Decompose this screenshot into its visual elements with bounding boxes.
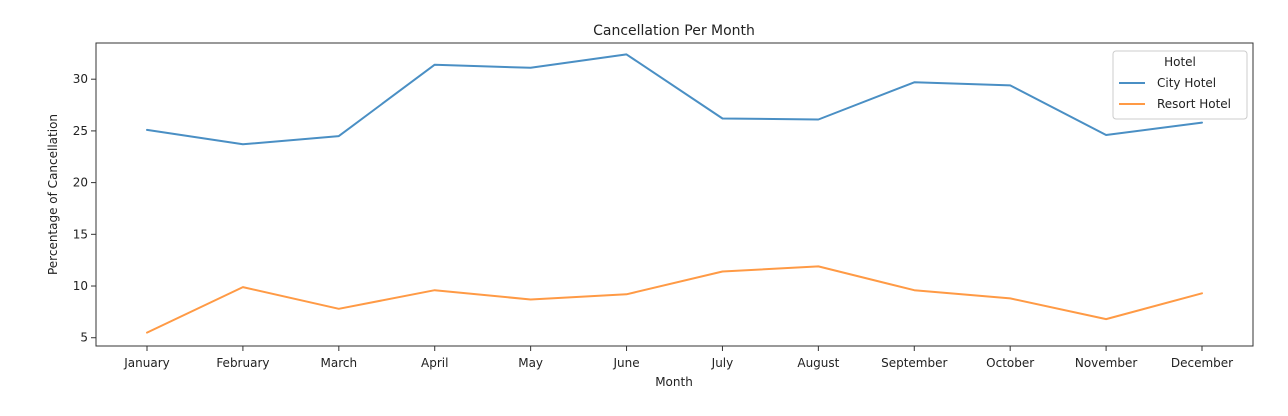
- chart-title: Cancellation Per Month: [593, 23, 755, 39]
- x-tick-label: May: [518, 356, 543, 370]
- series-line-city-hotel: [146, 53, 1203, 146]
- series-lines: [146, 53, 1203, 334]
- x-tick-label: April: [421, 356, 448, 370]
- y-tick-label: 5: [80, 331, 88, 345]
- x-axis: January February March April May June July Augu…: [123, 346, 1233, 370]
- y-axis-title: Percentage of Cancellation: [46, 114, 60, 275]
- plot-area-frame: [95, 42, 1254, 347]
- series-line-resort-hotel: [146, 265, 1203, 334]
- x-tick-label: October: [986, 356, 1034, 370]
- x-tick-label: March: [321, 356, 358, 370]
- y-tick-label: 30: [73, 72, 88, 86]
- legend-title: Hotel: [1164, 55, 1196, 69]
- x-axis-title: Month: [655, 375, 693, 389]
- y-axis: 5 10 15 20 25 30: [73, 72, 96, 345]
- x-tick-label: November: [1075, 356, 1137, 370]
- x-tick-label: July: [711, 356, 734, 370]
- y-tick-label: 10: [73, 279, 88, 293]
- legend: Hotel City Hotel Resort Hotel: [1112, 50, 1248, 120]
- x-tick-label: December: [1171, 356, 1233, 370]
- legend-items: City Hotel Resort Hotel: [1119, 76, 1231, 111]
- legend-label: Resort Hotel: [1157, 97, 1231, 111]
- x-tick-label: January: [123, 356, 170, 370]
- x-tick-label: August: [797, 356, 839, 370]
- x-tick-label: June: [612, 356, 639, 370]
- y-tick-label: 20: [73, 176, 88, 190]
- x-tick-label: September: [881, 356, 947, 370]
- legend-label: City Hotel: [1157, 76, 1216, 90]
- x-tick-label: February: [216, 356, 269, 370]
- y-tick-label: 15: [73, 227, 88, 241]
- legend-box: [1112, 50, 1248, 120]
- y-tick-label: 25: [73, 124, 88, 138]
